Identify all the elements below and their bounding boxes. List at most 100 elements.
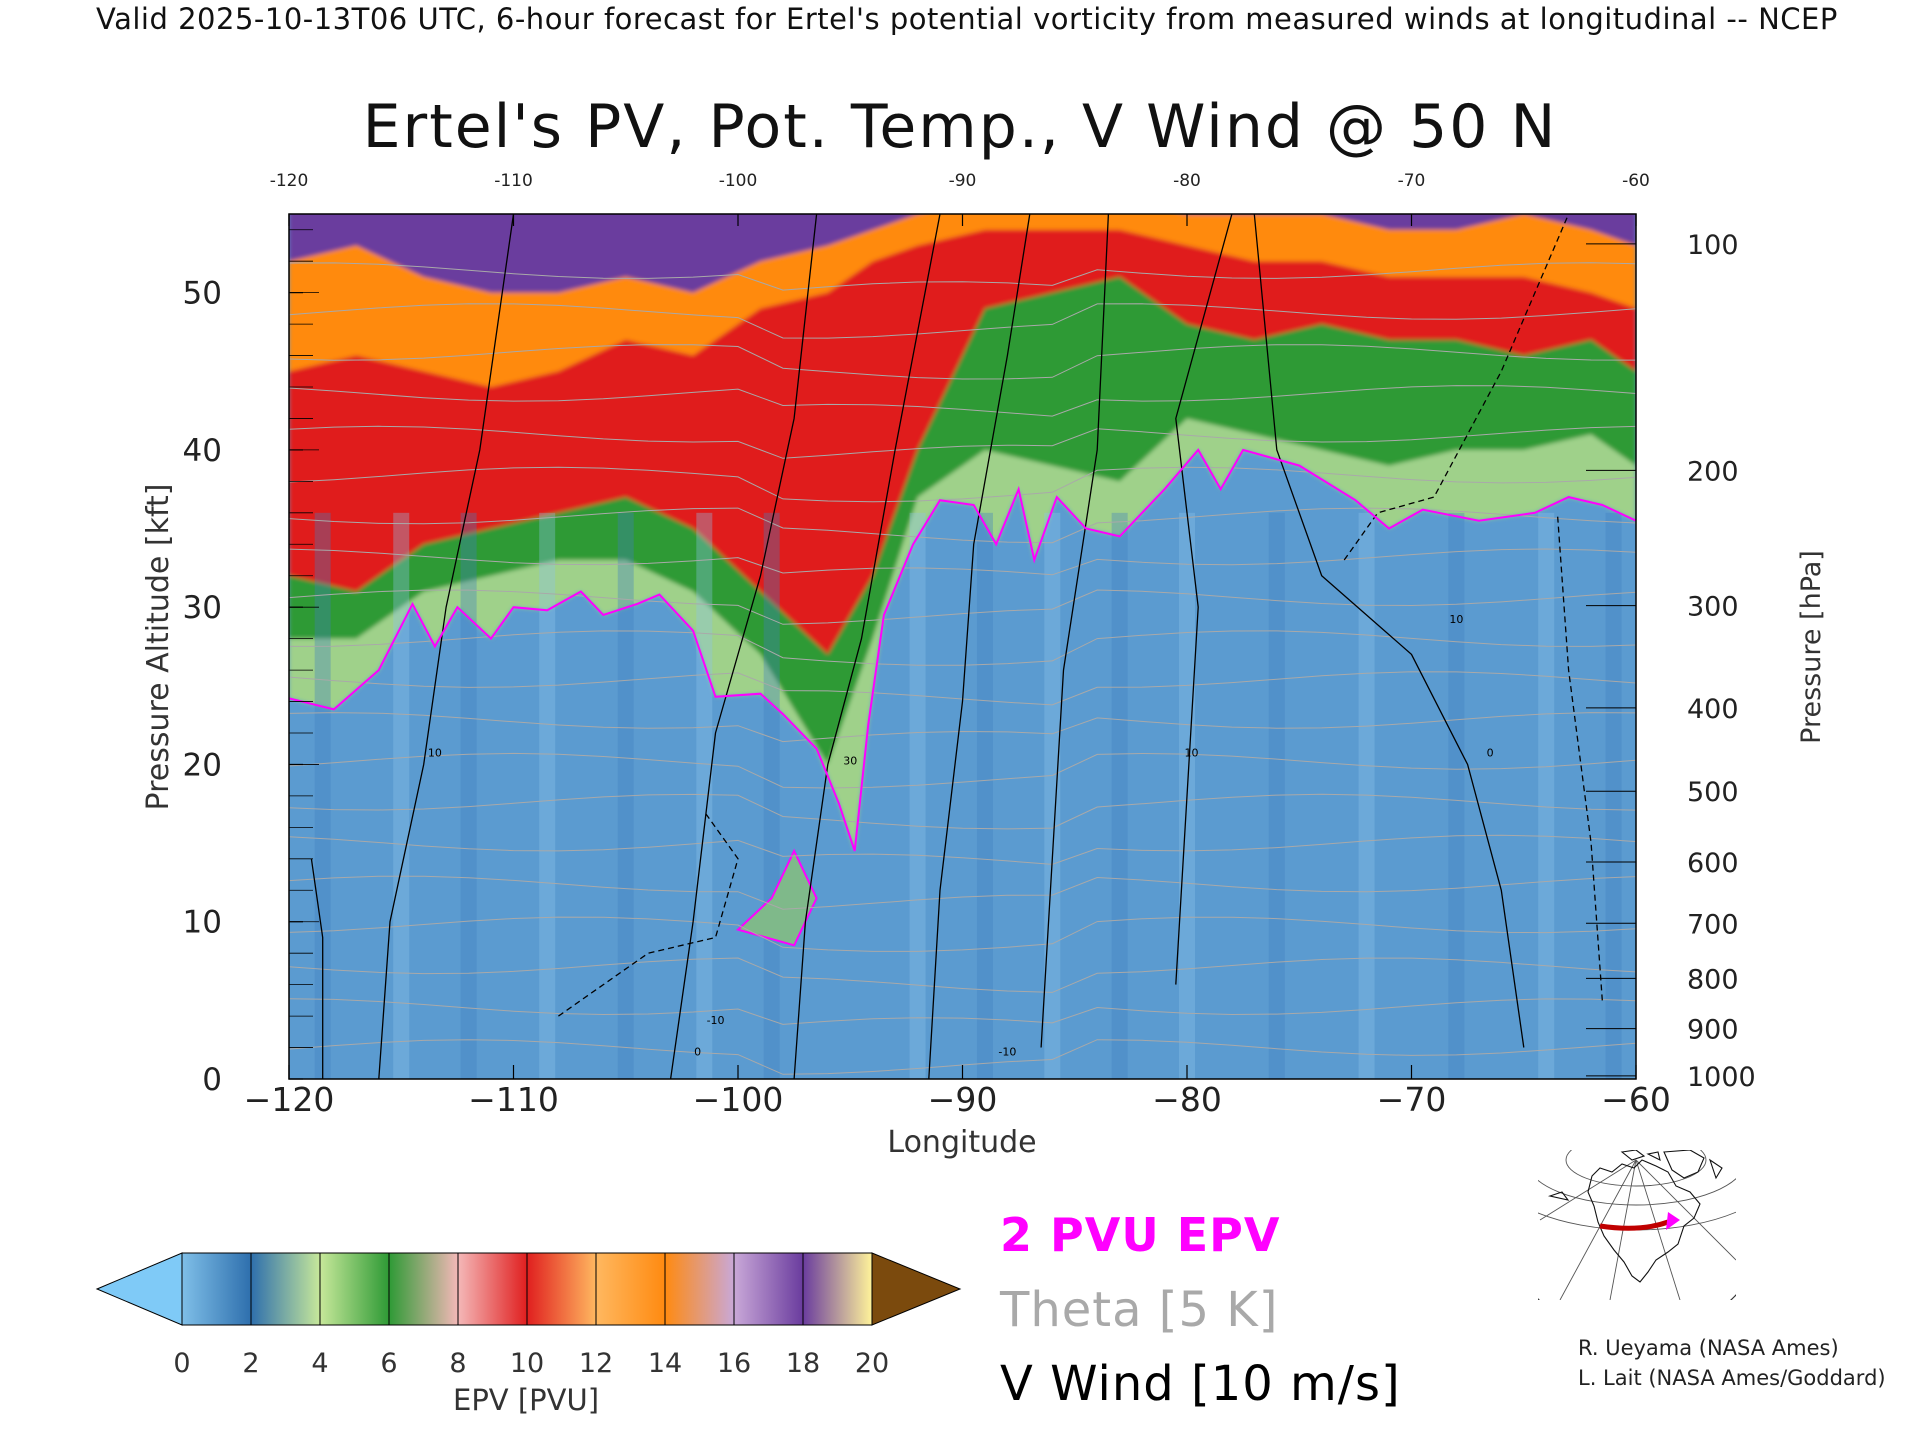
pressure-tick-label: 800: [1687, 964, 1739, 995]
colorbar-tick-label: 6: [380, 1348, 397, 1379]
map-graticule: [1559, 1159, 1637, 1300]
colorbar-tick-label: 4: [311, 1348, 328, 1379]
colorbar-segment: [526, 1252, 597, 1326]
theta-contour: [289, 875, 1636, 910]
pv-streak: [1268, 512, 1285, 1079]
pv-band-14-plus: [289, 214, 1636, 293]
tropopause-2pvu-line: [289, 448, 1636, 852]
colorbar-segment: [319, 1252, 390, 1326]
y-tick-label: 50: [183, 276, 222, 312]
chart-title: Ertel's PV, Pot. Temp., V Wind @ 50 N: [362, 92, 1558, 162]
theta-contour: [289, 793, 1636, 830]
colorbar-tick-label: 20: [855, 1348, 889, 1379]
v-wind-contour: [669, 214, 818, 1079]
pressure-tick-label: 600: [1687, 848, 1739, 879]
y-tick-label: 30: [183, 590, 222, 626]
map-cross-section-track: [1599, 1219, 1669, 1231]
colorbar-tick-label: 2: [242, 1348, 259, 1379]
legend-2pvu-epv: 2 PVU EPV: [1000, 1208, 1281, 1262]
theta-contour: [289, 916, 1636, 952]
y-axis-label-right: Pressure [hPa]: [1796, 550, 1827, 744]
v-wind-contour: [558, 811, 739, 1017]
v-wind-contour-label: 10: [1449, 613, 1463, 626]
v-wind-contour-label: 0: [1487, 747, 1494, 760]
colorbar-tick-label: 8: [449, 1348, 466, 1379]
x-tick-label: −120: [244, 1080, 335, 1119]
y-axis-label-left: Pressure Altitude [kft]: [141, 484, 176, 811]
v-wind-contour-label: -10: [998, 1045, 1016, 1058]
y-tick-label: 40: [183, 433, 222, 469]
v-wind-contour: [793, 214, 941, 1079]
theta-contour: [289, 303, 1636, 339]
x-tick-label: −100: [693, 1080, 784, 1119]
pressure-tick-label: 400: [1687, 694, 1739, 725]
x-tick-label-top: -110: [494, 171, 533, 191]
theta-contour: [289, 712, 1636, 743]
pv-streak: [460, 512, 477, 1079]
v-wind-contour: [1253, 214, 1525, 1048]
map-coastline-north-america: [1587, 1159, 1701, 1283]
v-wind-contour-label: 30: [843, 754, 857, 767]
v-wind-contour: [310, 858, 324, 1079]
map-track-arrow: [1666, 1212, 1680, 1230]
v-wind-contour-label: 10: [1184, 747, 1198, 760]
x-tick-label-top: -90: [949, 171, 977, 191]
theta-contour: [289, 507, 1636, 544]
x-tick-label: −90: [928, 1080, 998, 1119]
colorbar-tick-label: 10: [510, 1348, 544, 1379]
legend-theta: Theta [5 K]: [1000, 1282, 1279, 1338]
pressure-tick-label: 1000: [1687, 1062, 1756, 1093]
x-tick-label-top: -80: [1173, 171, 1201, 191]
colorbar-tick-label: 12: [579, 1348, 613, 1379]
pv-streak: [696, 512, 713, 1079]
pv-streak: [1358, 512, 1375, 1079]
map-coastline-greenland: [1663, 1150, 1705, 1179]
colorbar-tick-label: 0: [173, 1348, 190, 1379]
theta-contour: [289, 752, 1636, 789]
map-graticule: [1538, 1178, 1736, 1206]
v-wind-contour: [1175, 214, 1233, 985]
theta-contour: [289, 385, 1636, 417]
v-wind-contour: [1556, 512, 1603, 1001]
colorbar-segment: [181, 1252, 252, 1326]
colorbar-segment: [733, 1252, 804, 1326]
theta-contour: [289, 548, 1636, 576]
x-tick-label-top: -100: [719, 171, 758, 191]
pv-streak: [1605, 512, 1622, 1079]
v-wind-contour: [928, 214, 1031, 1079]
pv-streak: [393, 512, 410, 1079]
credit-ueyama: R. Ueyama (NASA Ames): [1578, 1336, 1839, 1360]
map-graticule: [1565, 1150, 1707, 1187]
y-tick-label: 20: [183, 747, 222, 783]
v-wind-contour-label: -10: [707, 1014, 725, 1027]
x-tick-label: −80: [1152, 1080, 1222, 1119]
x-tick-label: −110: [468, 1080, 559, 1119]
x-axis-label: Longitude: [887, 1125, 1036, 1160]
header-text: Valid 2025-10-13T06 UTC, 6-hour forecast…: [96, 2, 1838, 36]
pv-low-level-pocket: [736, 848, 818, 947]
pv-streak: [1044, 512, 1061, 1079]
map-coastline-islands: [1547, 1150, 1723, 1201]
colorbar-tick-label: 16: [717, 1348, 751, 1379]
pv-streak: [1111, 512, 1128, 1079]
v-wind-contour: [1343, 214, 1570, 561]
x-tick-label-top: -70: [1398, 171, 1426, 191]
legend-v-wind: V Wind [10 m/s]: [1000, 1356, 1401, 1412]
theta-contour: [289, 998, 1636, 1025]
colorbar-segment: [664, 1252, 735, 1326]
colorbar-segment: [595, 1252, 666, 1326]
map-graticule: [1635, 1159, 1736, 1261]
colorbar-tick-label: 14: [648, 1348, 682, 1379]
x-tick-label-top: -60: [1622, 171, 1650, 191]
map-graticule: [1635, 1159, 1681, 1300]
theta-contour: [289, 262, 1636, 291]
colorbar-under-arrow: [95, 1252, 183, 1326]
x-tick-label: −70: [1377, 1080, 1447, 1119]
colorbar-segment: [457, 1252, 528, 1326]
theta-contour: [289, 589, 1636, 625]
pressure-tick-label: 500: [1687, 777, 1739, 808]
theta-contour: [289, 425, 1636, 459]
pressure-tick-label: 700: [1687, 909, 1739, 940]
y-tick-label: 10: [183, 905, 222, 941]
pv-streak: [1538, 512, 1555, 1079]
